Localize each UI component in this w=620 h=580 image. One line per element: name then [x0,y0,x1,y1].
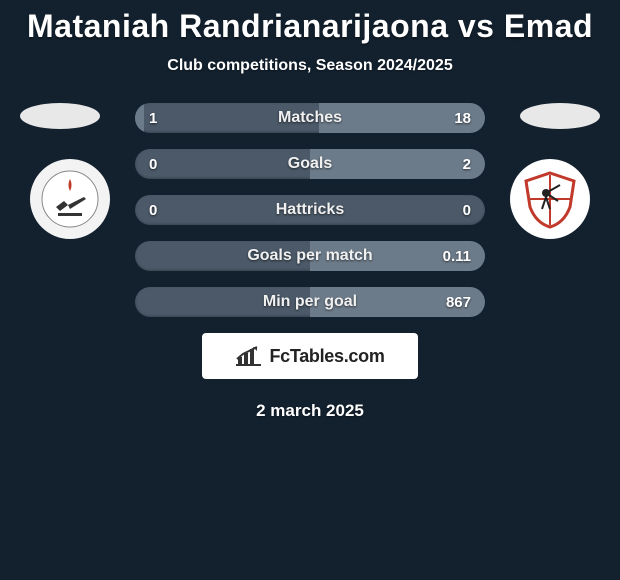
brand-chart-icon [235,345,263,367]
flag-right [520,103,600,129]
stat-row: 0 Hattricks 0 [135,195,485,225]
stat-value-right: 2 [463,149,471,179]
stat-value-right: 867 [446,287,471,317]
stat-label: Min per goal [135,287,485,317]
stat-value-right: 18 [454,103,471,133]
stat-rows: 1 Matches 18 0 Goals 2 0 Hattricks 0 [135,103,485,317]
club-crest-left [30,159,110,239]
stat-row: Min per goal 867 [135,287,485,317]
page-title: Mataniah Randrianarijaona vs Emad [0,8,620,45]
brand-badge[interactable]: FcTables.com [202,333,418,379]
crest-left-icon [40,169,100,229]
stat-label: Goals per match [135,241,485,271]
brand-text: FcTables.com [269,346,384,367]
stats-area: 1 Matches 18 0 Goals 2 0 Hattricks 0 [0,103,620,421]
club-crest-right [510,159,590,239]
stat-row: Goals per match 0.11 [135,241,485,271]
flag-left [20,103,100,129]
stat-row: 0 Goals 2 [135,149,485,179]
stat-label: Matches [135,103,485,133]
footer-date: 2 march 2025 [0,401,620,421]
stat-value-right: 0.11 [443,241,471,271]
page-subtitle: Club competitions, Season 2024/2025 [0,57,620,75]
stat-value-right: 0 [463,195,471,225]
stat-label: Goals [135,149,485,179]
stat-label: Hattricks [135,195,485,225]
crest-right-icon [520,169,580,229]
stat-row: 1 Matches 18 [135,103,485,133]
comparison-card: Mataniah Randrianarijaona vs Emad Club c… [0,0,620,421]
